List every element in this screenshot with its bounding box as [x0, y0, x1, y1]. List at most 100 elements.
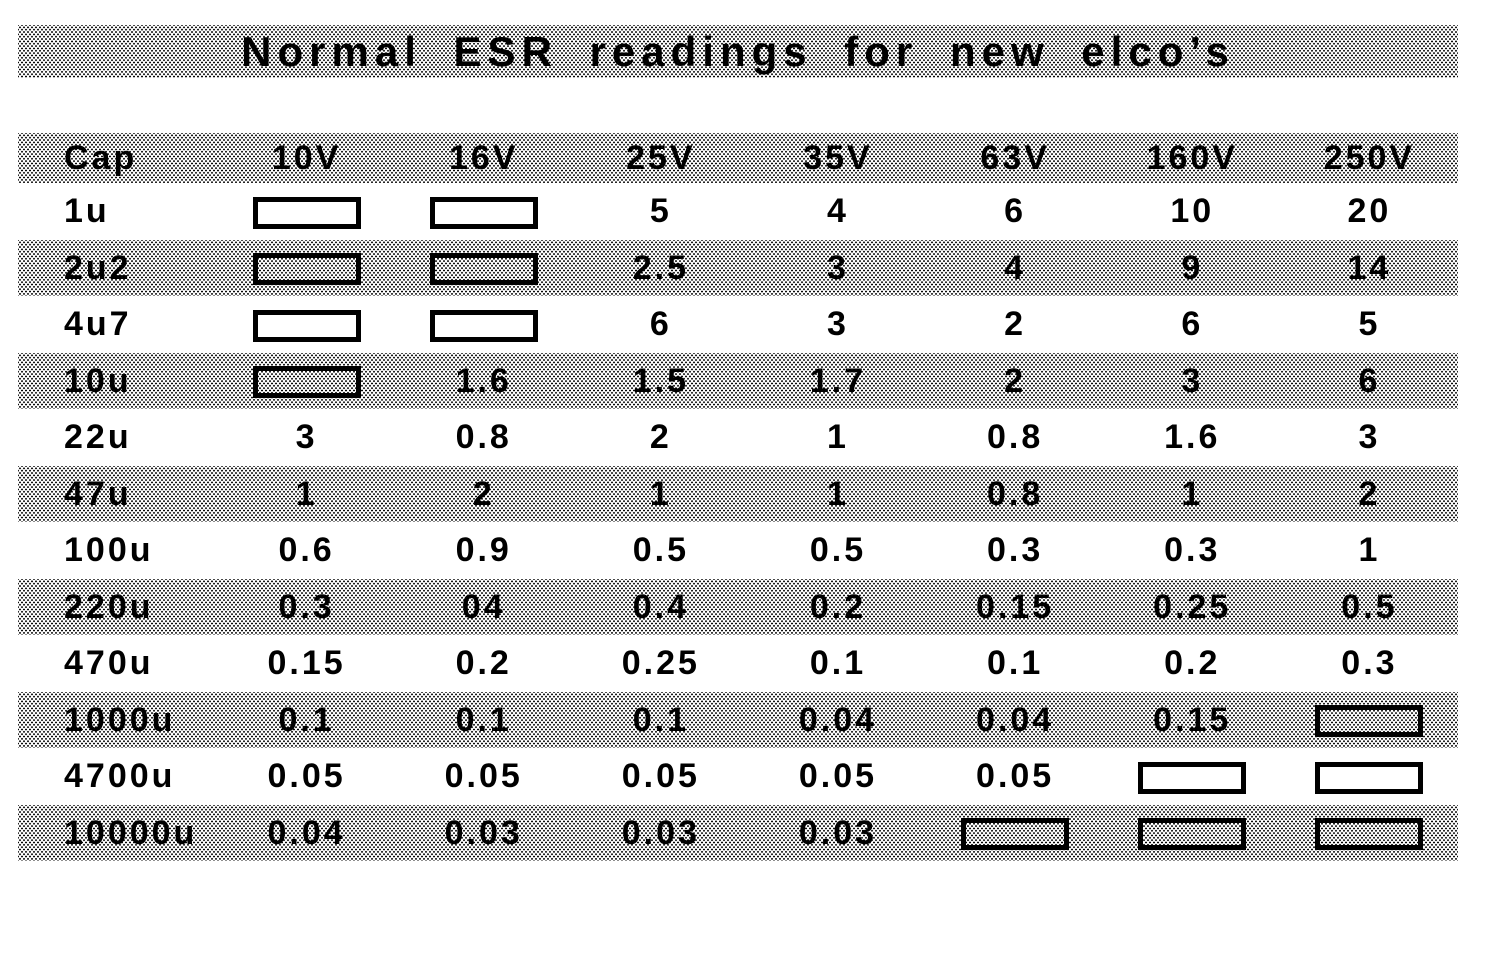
cap-label: 2u2 [64, 248, 132, 287]
esr-value: 0.2 [455, 644, 512, 683]
esr-value: 0.04 [798, 700, 878, 739]
column-header-25v: 25V [626, 139, 696, 177]
column-header-35v: 35V [803, 139, 873, 177]
esr-value: 0.03 [444, 813, 523, 852]
column-header-10v: 10V [271, 139, 342, 177]
table-row: 1000u 0.1 0.1 0.1 0.04 0.04 0.15 [18, 691, 1458, 748]
esr-value: 0.9 [455, 531, 512, 570]
esr-value: 2 [1004, 361, 1027, 400]
esr-value: 1.6 [455, 361, 512, 400]
esr-value: 1 [1358, 531, 1381, 570]
table-row: 4u7 6 3 2 6 5 [18, 296, 1458, 353]
esr-value: 3 [827, 305, 849, 344]
esr-value: 0.15 [976, 587, 1055, 626]
esr-value: 0.1 [809, 644, 867, 683]
esr-table: Cap 10V 16V 25V 35V 63V 160V 250V 1u 5 4 6 1… [18, 133, 1458, 861]
table-row: 4700u 0.05 0.05 0.05 0.05 0.05 [18, 748, 1458, 805]
esr-value: 1 [1181, 474, 1204, 513]
esr-value: 0.1 [455, 700, 512, 739]
esr-value: 6 [1004, 192, 1027, 231]
cap-label: 10000u [64, 813, 198, 852]
esr-value: 0.05 [976, 757, 1055, 796]
esr-value: 0.1 [987, 644, 1044, 683]
esr-value: 0.1 [278, 700, 335, 739]
blank-cell [1104, 759, 1281, 794]
table-row: 100u 0.6 0.9 0.5 0.5 0.3 0.3 1 [18, 522, 1458, 579]
esr-value: 1.6 [1164, 418, 1221, 457]
esr-value: 0.8 [987, 474, 1044, 513]
esr-value: 0.5 [1341, 587, 1398, 626]
esr-value: 0.05 [444, 757, 523, 796]
esr-value: 0.25 [1153, 587, 1232, 626]
esr-value: 0.03 [798, 813, 878, 852]
table-row: 10u 1.6 1.5 1.7 2 3 6 [18, 352, 1458, 409]
blank-cell [395, 194, 572, 229]
blank-cell [395, 250, 572, 286]
table-row: 47u 1 2 1 1 0.8 1 2 [18, 465, 1458, 522]
empty-box [1315, 705, 1424, 738]
esr-value: 0.6 [278, 531, 335, 570]
column-header-160v: 160V [1146, 139, 1238, 177]
esr-value: 0.05 [621, 757, 700, 796]
blank-cell [1281, 759, 1458, 794]
esr-value: 10 [1170, 192, 1215, 231]
esr-value: 1 [649, 474, 672, 513]
column-header-63v: 63V [980, 139, 1050, 177]
esr-value: 0.1 [632, 700, 689, 739]
empty-box [1315, 818, 1424, 851]
esr-value: 0.15 [1153, 700, 1232, 739]
esr-value: 0.05 [267, 757, 346, 796]
empty-box [961, 818, 1070, 851]
blank-cell [927, 815, 1104, 851]
empty-box [252, 253, 361, 286]
esr-value: 5 [649, 192, 672, 231]
esr-value: 0.3 [1164, 531, 1221, 570]
esr-value: 0.2 [809, 587, 867, 626]
table-row: 1u 5 4 6 10 20 [18, 183, 1458, 240]
blank-cell [218, 250, 395, 286]
esr-value: 1 [827, 474, 849, 513]
blank-cell [1281, 815, 1458, 851]
cap-label: 100u [64, 531, 154, 570]
blank-cell [218, 363, 395, 399]
esr-value: 0.04 [267, 813, 346, 852]
blank-cell [218, 307, 395, 342]
esr-value: 3 [1181, 361, 1204, 400]
esr-value: 0.2 [1164, 644, 1221, 683]
empty-box [429, 196, 538, 229]
cap-label: 47u [64, 474, 132, 513]
esr-value: 4 [827, 192, 849, 231]
table-row: 22u 3 0.8 2 1 0.8 1.6 3 [18, 409, 1458, 466]
cap-label: 4u7 [64, 305, 132, 344]
esr-value: 0.8 [987, 418, 1044, 457]
cap-label: 1u [64, 192, 110, 231]
table-row: 10000u 0.04 0.03 0.03 0.03 [18, 804, 1458, 861]
empty-box [1315, 761, 1424, 794]
esr-value: 20 [1347, 192, 1392, 231]
esr-value: 4 [1004, 248, 1027, 287]
table-row: 470u 0.15 0.2 0.25 0.1 0.1 0.2 0.3 [18, 635, 1458, 692]
esr-value: 04 [461, 587, 506, 626]
table-row: 220u 0.3 04 0.4 0.2 0.15 0.25 0.5 [18, 578, 1458, 635]
esr-value: 6 [649, 305, 672, 344]
esr-value: 1.7 [809, 361, 867, 400]
esr-value: 0.5 [809, 531, 867, 570]
esr-value: 0.05 [798, 757, 878, 796]
title-bar: Normal ESR readings for new elco’s [18, 25, 1458, 78]
cap-label: 22u [64, 418, 132, 457]
column-header-cap: Cap [64, 139, 138, 177]
table-body: 1u 5 4 6 10 20 2u2 2.5 3 4 9 14 4u7 6 3 2 6 5 10u 1.6 1.5 1.7… [18, 183, 1458, 861]
esr-value: 0.25 [621, 644, 700, 683]
cap-label: 4700u [64, 757, 176, 796]
esr-value: 0.8 [455, 418, 512, 457]
empty-box [429, 309, 538, 342]
esr-value: 14 [1347, 248, 1392, 287]
esr-value: 0.4 [632, 587, 689, 626]
esr-value: 2.5 [632, 248, 689, 287]
cap-label: 1000u [64, 700, 176, 739]
blank-cell [1104, 815, 1281, 851]
esr-value: 0.03 [621, 813, 700, 852]
esr-value: 2 [1004, 305, 1027, 344]
empty-box [252, 196, 361, 229]
